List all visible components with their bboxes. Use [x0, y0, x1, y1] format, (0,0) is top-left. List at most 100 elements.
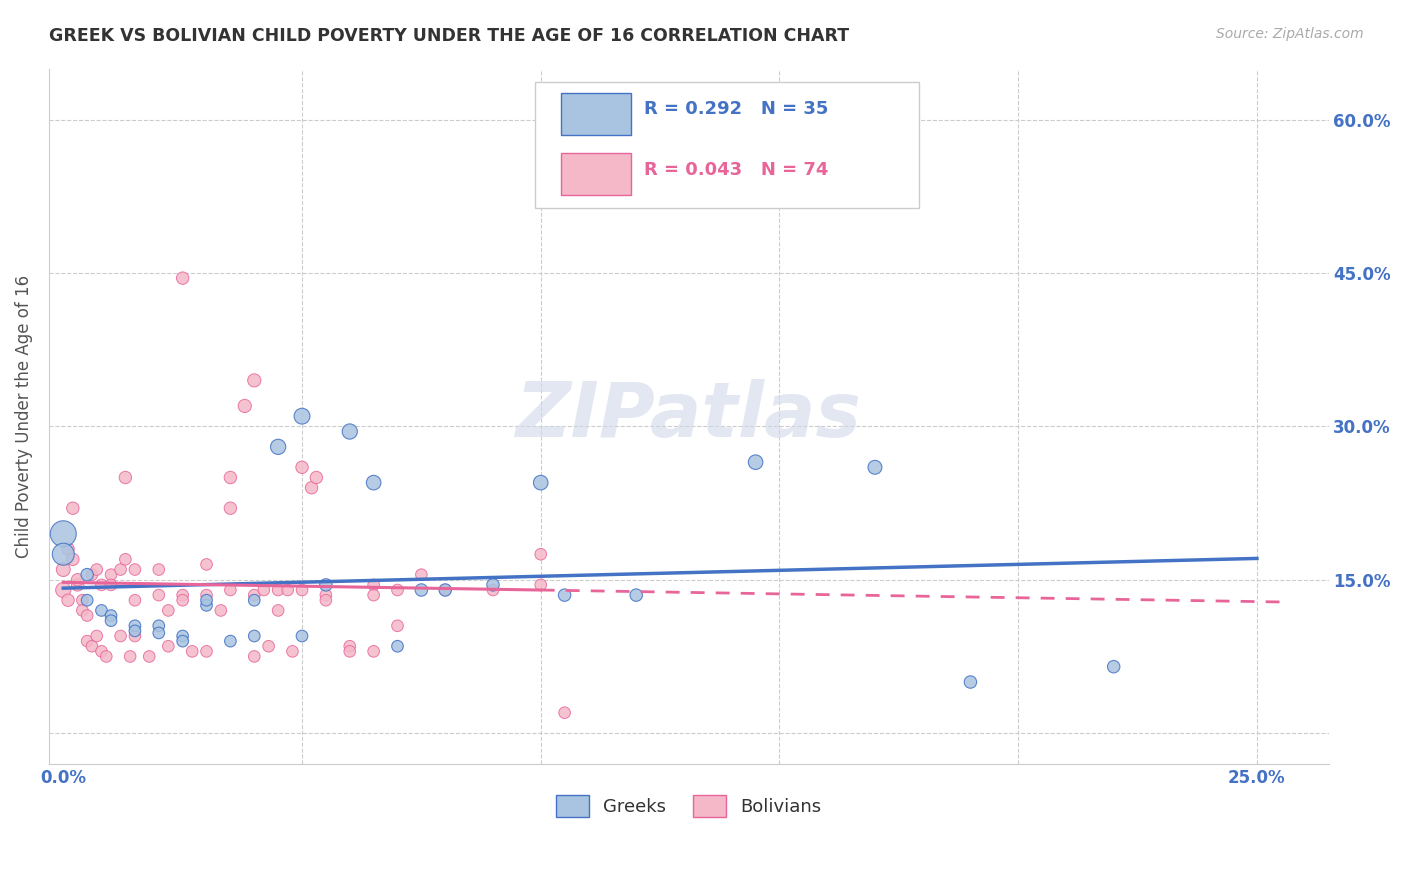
Point	[233, 399, 256, 413]
Point	[387, 639, 409, 653]
Point	[209, 603, 232, 617]
FancyBboxPatch shape	[536, 82, 920, 208]
Point	[411, 567, 433, 582]
Point	[387, 582, 409, 597]
Point	[124, 629, 146, 643]
Point	[626, 588, 648, 602]
Point	[86, 629, 108, 643]
Point	[62, 552, 84, 566]
Point	[554, 706, 576, 720]
Point	[281, 644, 304, 658]
Point	[100, 608, 122, 623]
Point	[157, 639, 180, 653]
Point	[90, 603, 112, 617]
Point	[76, 634, 98, 648]
Bar	[561, 153, 631, 195]
Point	[52, 547, 75, 561]
Point	[138, 649, 160, 664]
Point	[243, 373, 266, 387]
Point	[257, 639, 280, 653]
Point	[959, 675, 981, 690]
Bar	[561, 93, 631, 135]
Point	[172, 634, 194, 648]
Point	[363, 578, 385, 592]
Point	[243, 588, 266, 602]
Point	[301, 481, 323, 495]
Point	[124, 563, 146, 577]
Point	[195, 588, 218, 602]
Text: ZIPatlas: ZIPatlas	[516, 379, 862, 453]
Point	[219, 470, 242, 484]
Point	[76, 567, 98, 582]
Point	[291, 460, 314, 475]
Point	[148, 626, 170, 640]
Point	[253, 582, 276, 597]
Point	[72, 593, 94, 607]
Point	[315, 578, 337, 592]
Point	[90, 644, 112, 658]
Point	[72, 603, 94, 617]
Point	[114, 470, 136, 484]
Point	[172, 629, 194, 643]
Point	[172, 593, 194, 607]
Point	[195, 593, 218, 607]
Point	[66, 578, 89, 592]
Point	[86, 563, 108, 577]
Point	[110, 629, 132, 643]
Point	[339, 425, 361, 439]
Point	[100, 567, 122, 582]
Point	[267, 603, 290, 617]
Text: R = 0.292   N = 35: R = 0.292 N = 35	[644, 100, 828, 118]
Point	[339, 639, 361, 653]
Point	[181, 644, 204, 658]
Point	[243, 649, 266, 664]
Point	[363, 644, 385, 658]
Point	[243, 629, 266, 643]
Point	[339, 644, 361, 658]
Point	[100, 614, 122, 628]
Point	[52, 526, 75, 541]
Point	[114, 552, 136, 566]
Point	[219, 582, 242, 597]
Point	[291, 582, 314, 597]
Point	[157, 603, 180, 617]
Point	[315, 593, 337, 607]
Point	[434, 582, 457, 597]
Point	[243, 593, 266, 607]
Point	[172, 588, 194, 602]
Point	[219, 501, 242, 516]
Point	[277, 582, 299, 597]
Point	[195, 599, 218, 613]
Point	[1102, 659, 1125, 673]
Point	[482, 582, 505, 597]
Point	[56, 593, 79, 607]
Point	[66, 573, 89, 587]
Point	[267, 440, 290, 454]
Point	[195, 558, 218, 572]
Point	[305, 470, 328, 484]
Point	[124, 593, 146, 607]
Point	[530, 475, 553, 490]
Point	[219, 634, 242, 648]
Point	[90, 578, 112, 592]
Point	[387, 619, 409, 633]
Point	[76, 593, 98, 607]
Point	[530, 547, 553, 561]
Point	[80, 639, 103, 653]
Text: R = 0.043   N = 74: R = 0.043 N = 74	[644, 161, 828, 179]
Point	[363, 475, 385, 490]
Point	[291, 629, 314, 643]
Text: Source: ZipAtlas.com: Source: ZipAtlas.com	[1216, 27, 1364, 41]
Point	[195, 644, 218, 658]
Text: GREEK VS BOLIVIAN CHILD POVERTY UNDER THE AGE OF 16 CORRELATION CHART: GREEK VS BOLIVIAN CHILD POVERTY UNDER TH…	[49, 27, 849, 45]
Point	[411, 582, 433, 597]
Point	[56, 542, 79, 557]
Point	[363, 588, 385, 602]
Point	[100, 578, 122, 592]
Point	[52, 582, 75, 597]
Point	[96, 649, 118, 664]
Point	[124, 624, 146, 638]
Point	[291, 409, 314, 424]
Point	[110, 563, 132, 577]
Point	[434, 582, 457, 597]
